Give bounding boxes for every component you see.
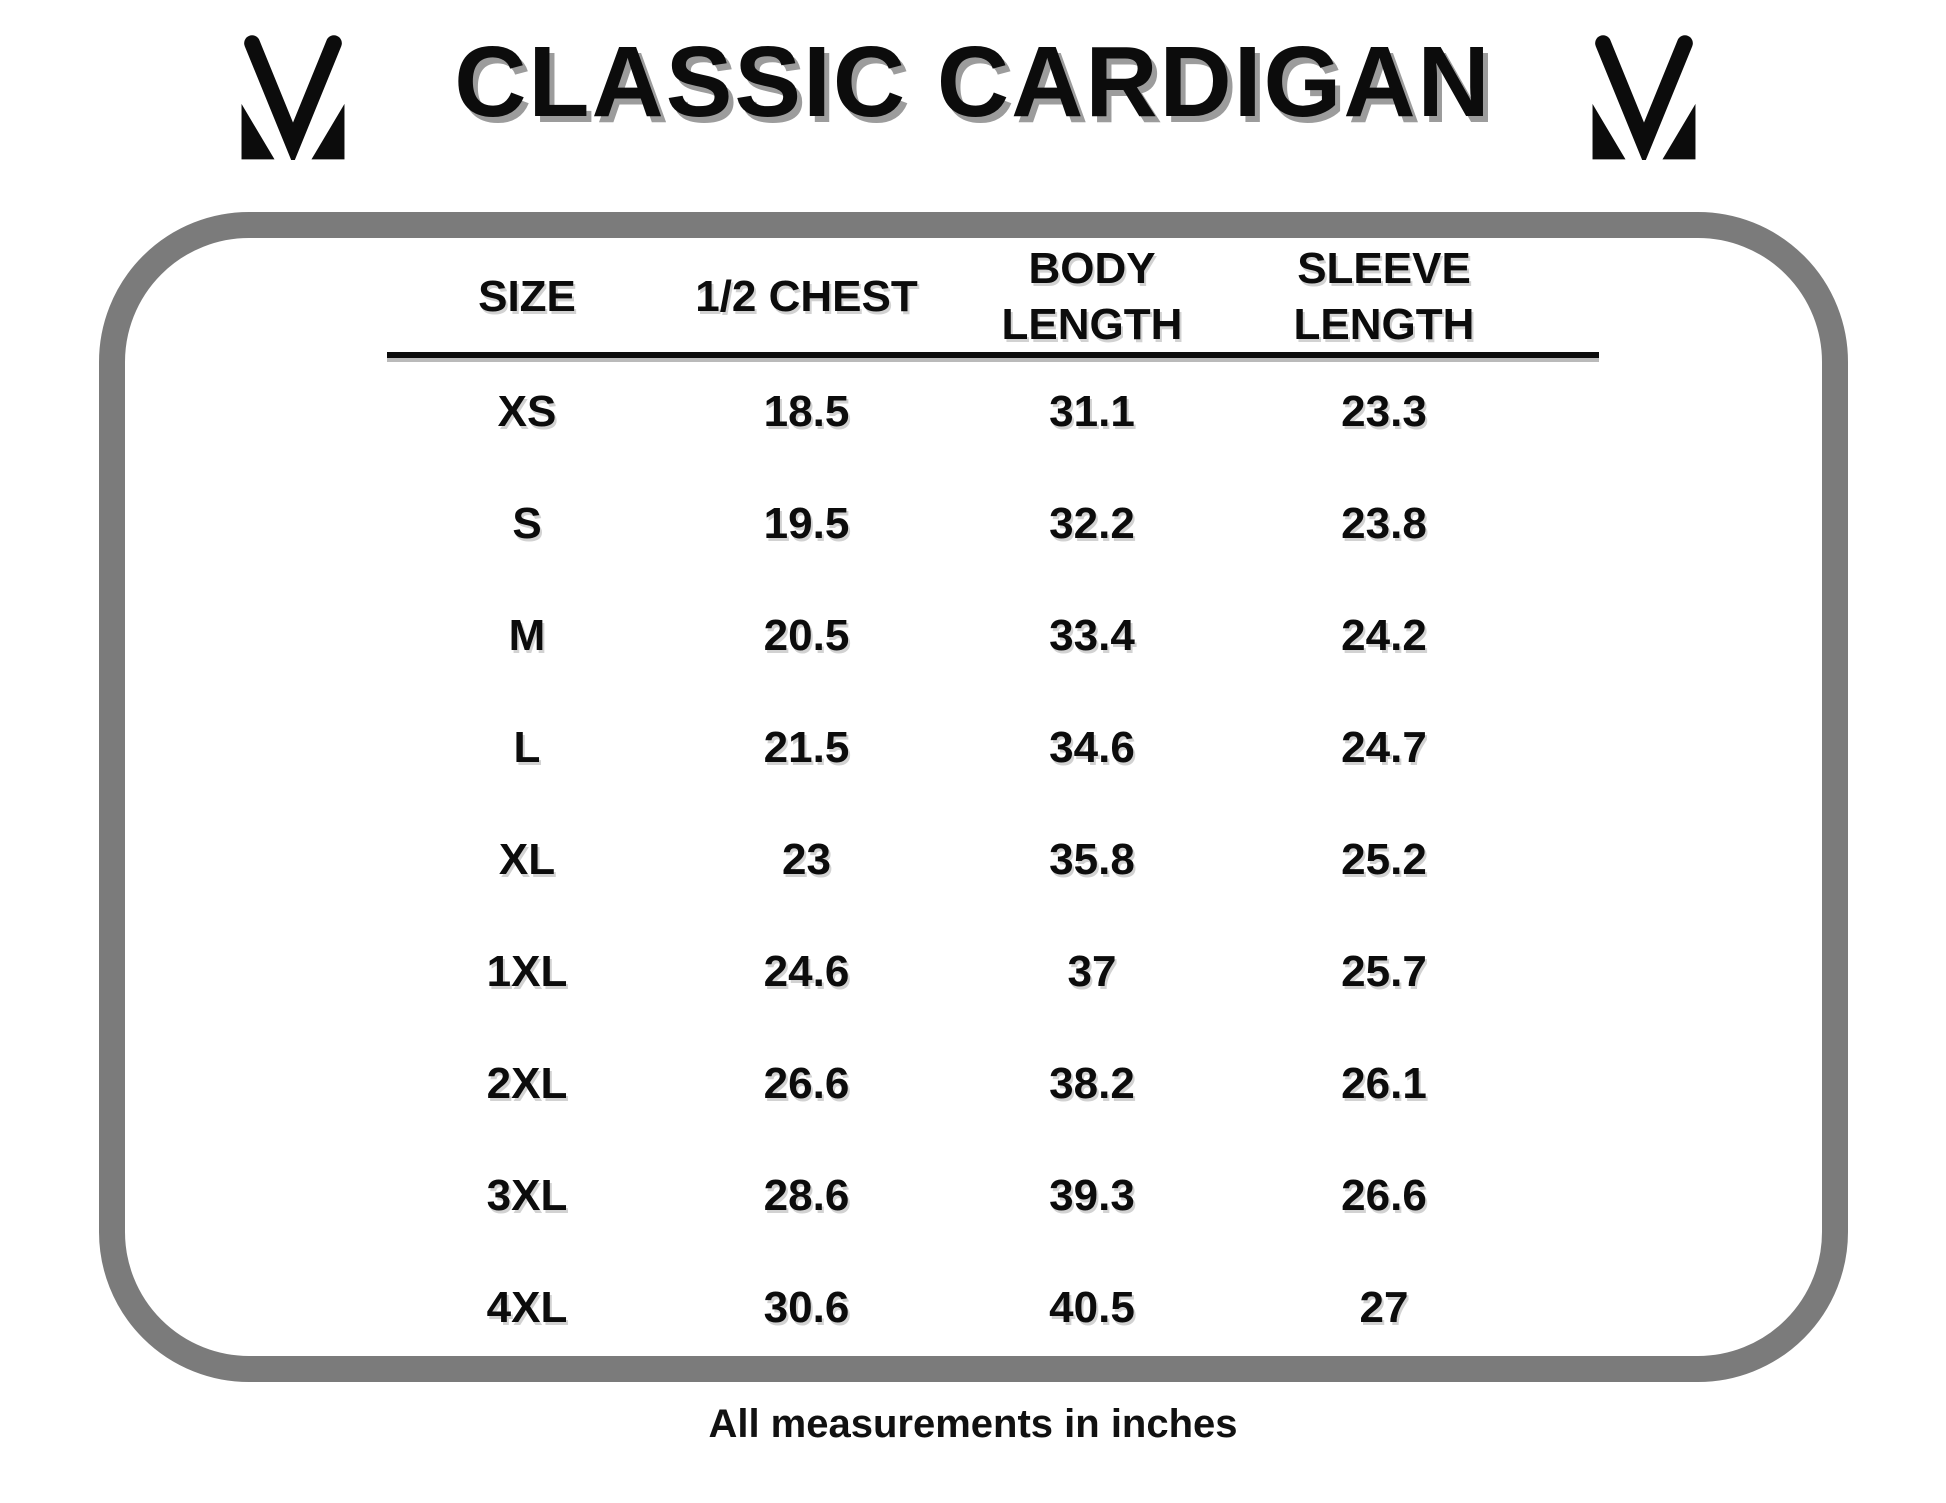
- measurement-value-body-length: 39.3: [1049, 1171, 1135, 1220]
- size-chart-panel: SIZE 1/2 CHEST BODY LENGTH SLEEVE LENGTH XS 18…: [99, 212, 1848, 1382]
- measurement-value-sleeve-length: 27: [1359, 1283, 1409, 1332]
- column-header-sleeve-length: SLEEVE LENGTH: [1293, 244, 1475, 349]
- measurement-value-body-length: 32.2: [1049, 499, 1135, 548]
- column-header-body-length: BODY LENGTH: [1001, 244, 1183, 349]
- measurement-value-body-length: 34.6: [1049, 723, 1135, 772]
- table-row: L 21.5 34.6 24.7: [387, 692, 1530, 804]
- measurement-value-half-chest: 24.6: [763, 947, 850, 996]
- measurement-value-sleeve-length: 24.7: [1341, 723, 1427, 772]
- brand-logo-icon: [227, 32, 359, 160]
- measurement-value-sleeve-length: 25.7: [1341, 947, 1427, 996]
- page-title: CLASSIC CARDIGAN: [454, 26, 1492, 138]
- table-row: XL 23 35.8 25.2: [387, 804, 1530, 916]
- size-label: L: [513, 723, 541, 772]
- table-row: 3XL 28.6 39.3 26.6: [387, 1140, 1530, 1252]
- table-row: 1XL 24.6 37 25.7: [387, 916, 1530, 1028]
- measurement-value-sleeve-length: 23.8: [1341, 499, 1427, 548]
- size-label: S: [512, 499, 542, 548]
- table-body: XS 18.5 31.1 23.3 S 19.5 32.2 23.8 M 20.5 33.4 24.2…: [387, 356, 1530, 1356]
- measurement-value-body-length: 40.5: [1049, 1283, 1135, 1332]
- measurement-value-sleeve-length: 25.2: [1341, 835, 1427, 884]
- table-row: M 20.5 33.4 24.2: [387, 580, 1530, 692]
- measurement-value-half-chest: 26.6: [763, 1059, 850, 1108]
- measurement-value-body-length: 35.8: [1049, 835, 1135, 884]
- measurement-value-half-chest: 30.6: [763, 1283, 850, 1332]
- table-row: 2XL 26.6 38.2 26.1: [387, 1028, 1530, 1140]
- size-chart-table: SIZE 1/2 CHEST BODY LENGTH SLEEVE LENGTH XS 18…: [387, 238, 1530, 1356]
- table-header-row: SIZE 1/2 CHEST BODY LENGTH SLEEVE LENGTH: [387, 238, 1530, 356]
- measurement-value-half-chest: 28.6: [763, 1171, 850, 1220]
- measurement-value-sleeve-length: 24.2: [1341, 611, 1427, 660]
- measurement-value-half-chest: 23: [782, 835, 831, 884]
- size-label: 1XL: [486, 947, 568, 996]
- measurement-value-half-chest: 18.5: [763, 387, 850, 436]
- measurement-value-body-length: 38.2: [1049, 1059, 1135, 1108]
- measurement-value-half-chest: 19.5: [763, 499, 850, 548]
- table-row: S 19.5 32.2 23.8: [387, 468, 1530, 580]
- measurement-value-body-length: 31.1: [1049, 387, 1135, 436]
- size-label: 4XL: [486, 1283, 568, 1332]
- measurements-note: All measurements in inches: [708, 1402, 1238, 1446]
- header-underline: [387, 352, 1599, 358]
- table-row: XS 18.5 31.1 23.3: [387, 356, 1530, 468]
- measurement-value-body-length: 33.4: [1049, 611, 1135, 660]
- measurement-value-sleeve-length: 26.1: [1341, 1059, 1427, 1108]
- measurement-value-body-length: 37: [1067, 947, 1117, 996]
- measurement-value-sleeve-length: 23.3: [1341, 387, 1427, 436]
- brand-logo-icon: [1578, 32, 1710, 160]
- size-label: M: [508, 611, 546, 660]
- column-header-half-chest: 1/2 CHEST: [695, 272, 918, 321]
- measurement-value-half-chest: 21.5: [763, 723, 850, 772]
- measurement-value-half-chest: 20.5: [763, 611, 850, 660]
- measurement-value-sleeve-length: 26.6: [1341, 1171, 1427, 1220]
- size-label: 2XL: [486, 1059, 568, 1108]
- size-label: XL: [498, 835, 556, 884]
- column-header-size: SIZE: [478, 272, 576, 321]
- size-label: XS: [497, 387, 557, 436]
- size-label: 3XL: [486, 1171, 568, 1220]
- masthead: CLASSIC CARDIGAN: [0, 0, 1946, 212]
- table-row: 4XL 30.6 40.5 27: [387, 1252, 1530, 1356]
